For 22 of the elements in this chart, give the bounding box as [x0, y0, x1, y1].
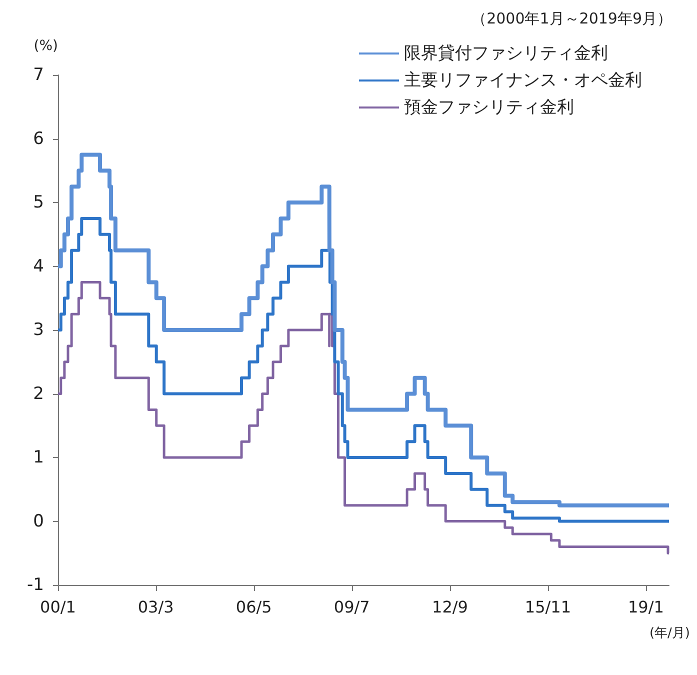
y-tick-label: 7: [33, 65, 44, 85]
y-axis-title: (%): [34, 38, 58, 54]
x-tick-label: 12/9: [432, 598, 468, 616]
x-tick-label: 00/1: [40, 598, 76, 616]
x-tick-label: 06/5: [236, 598, 272, 616]
x-tick-label: 15/11: [524, 598, 571, 616]
y-tick-label: 4: [33, 256, 44, 276]
y-tick-label: 6: [33, 128, 44, 149]
y-tick-label: 5: [33, 192, 44, 212]
y-tick-label: 3: [33, 320, 44, 340]
chart-subtitle: （2000年1月～2019年9月）: [472, 10, 672, 28]
legend-label: 預金ファシリティ金利: [404, 98, 574, 118]
x-tick-label: 09/7: [334, 598, 370, 616]
x-axis-title: (年/月): [649, 626, 690, 641]
y-tick-label: 0: [33, 511, 44, 532]
legend-label: 主要リファイナンス・オペ金利: [404, 70, 642, 90]
y-tick-label: -1: [27, 575, 44, 595]
x-tick-label: 03/3: [138, 598, 174, 616]
y-tick-label: 2: [33, 384, 44, 404]
y-tick-label: 1: [33, 448, 44, 468]
legend-label: 限界貸付ファシリティ金利: [404, 44, 608, 64]
x-tick-label: 19/1: [628, 598, 664, 616]
